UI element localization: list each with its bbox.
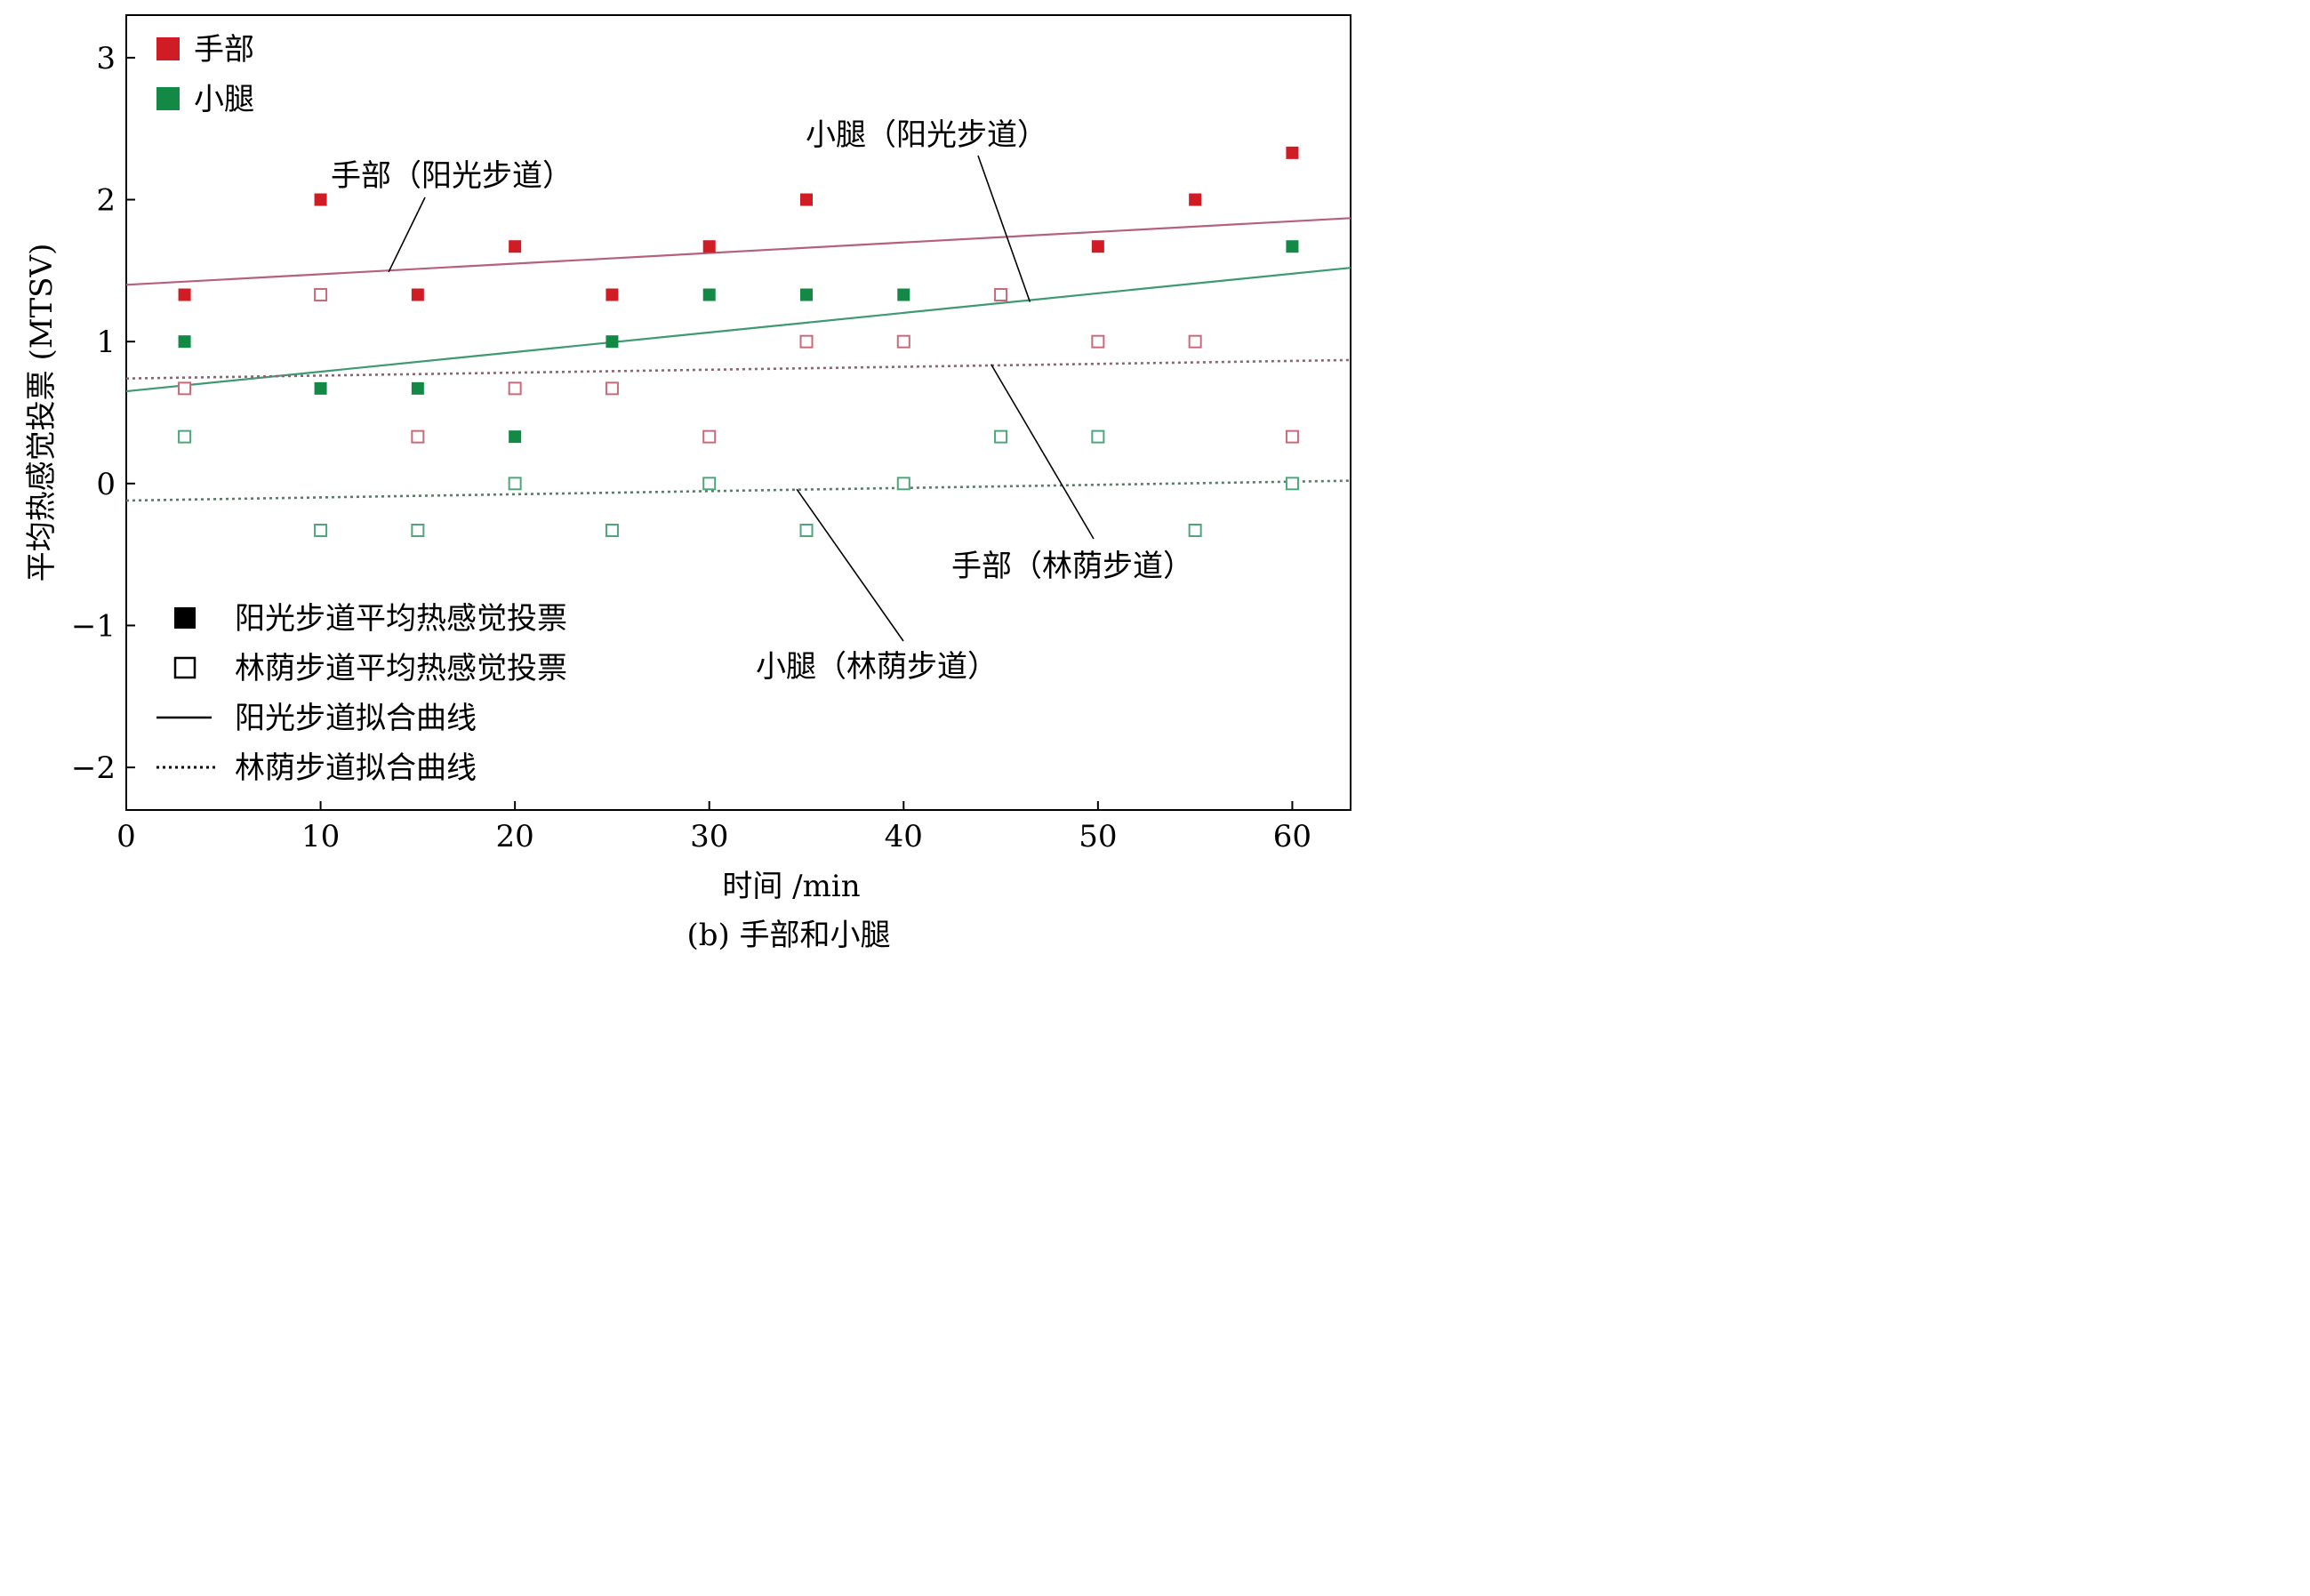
x-tick-label: 20	[496, 819, 534, 854]
calf-sun-point	[702, 288, 716, 301]
calf-sun-point	[314, 381, 327, 395]
legend-style-label: 林荫步道拟合曲线	[235, 750, 477, 786]
hand-shade-fit-line	[125, 358, 1352, 380]
hand-shade-point	[178, 381, 192, 396]
hand-shade-point	[702, 429, 717, 444]
y-tick-label: −1	[71, 608, 116, 644]
legend-style-label: 阳光步道拟合曲线	[235, 701, 477, 736]
hand-shade-point	[799, 334, 814, 349]
calf-sun-point	[897, 288, 910, 301]
calf-shade-point	[1285, 477, 1299, 491]
hand-shade-point	[896, 334, 910, 349]
hand-sun-point	[178, 288, 191, 301]
annotation-label: 小腿（林荫步道）	[756, 649, 998, 685]
hand-sun-point	[314, 193, 327, 206]
y-axis-title: 平均热感觉投票 (MTSV)	[24, 244, 60, 582]
hand-sun-point	[606, 288, 619, 301]
calf-shade-point	[994, 429, 1008, 444]
hand-shade-point	[314, 287, 328, 301]
calf-shade-point	[508, 477, 522, 491]
hand-sun-point	[800, 193, 813, 206]
annotation-leader-line	[388, 196, 426, 273]
chart-caption: (b) 手部和小腿	[686, 918, 890, 953]
x-tick-label: 0	[116, 819, 136, 854]
calf-sun-point	[606, 335, 619, 349]
hand-sun-point	[1091, 240, 1104, 253]
annotation-leader-line	[796, 488, 904, 642]
x-tick-label: 30	[690, 819, 728, 854]
x-axis-title: 时间 /min	[722, 869, 860, 904]
hand-sun-point	[1189, 193, 1202, 206]
calf-sun-point	[509, 430, 522, 444]
annotation-leader-line	[977, 155, 1031, 302]
hand-shade-point	[994, 287, 1008, 301]
annotation-label: 手部（阳光步道）	[331, 158, 573, 194]
calf-sun-point	[1286, 240, 1299, 253]
hand-sun-point	[1286, 146, 1299, 159]
hand-shade-point	[605, 381, 619, 396]
legend-color-label: 手部	[194, 32, 254, 68]
hand-shade-point	[1091, 334, 1105, 349]
calf-sun-point	[800, 288, 813, 301]
calf-shade-point	[896, 477, 910, 491]
calf-shade-fit-line	[125, 479, 1352, 502]
hand-shade-point	[1285, 429, 1299, 444]
hand-shade-point	[411, 429, 425, 444]
hand-sun-point	[702, 240, 716, 253]
x-tick-label: 50	[1079, 819, 1117, 854]
calf-shade-point	[605, 524, 619, 538]
legend-color-label: 小腿	[194, 82, 254, 117]
y-tick-label: 1	[96, 325, 116, 360]
hand-sun-fit-line	[125, 217, 1352, 286]
x-tick-label: 60	[1273, 819, 1311, 854]
legend-color-swatch	[156, 37, 180, 60]
hand-shade-point	[508, 381, 522, 396]
hand-sun-point	[509, 240, 522, 253]
calf-shade-point	[1091, 429, 1105, 444]
plot-frame	[125, 14, 1352, 811]
x-tick-label: 40	[885, 819, 923, 854]
annotation-leader-line	[990, 364, 1095, 540]
data-points	[178, 146, 1299, 538]
calf-sun-point	[411, 381, 424, 395]
calf-sun-fit-line	[125, 267, 1352, 393]
calf-shade-point	[702, 477, 717, 491]
annotations: 手部（阳光步道） 小腿（阳光步道） 手部（林荫步道） 小腿（林荫步道）	[331, 117, 1193, 685]
x-tick-label: 10	[301, 819, 340, 854]
legend-filled-square	[174, 607, 196, 629]
y-tick-label: 2	[96, 183, 116, 219]
y-tick-label: −2	[71, 750, 116, 786]
calf-shade-point	[411, 524, 425, 538]
legends: 手部小腿阳光步道平均热感觉投票林荫步道平均热感觉投票阳光步道拟合曲线林荫步道拟合…	[156, 32, 567, 786]
hand-shade-point	[1188, 334, 1202, 349]
legend-hollow-square	[173, 656, 197, 679]
legend-style-label: 林荫步道平均热感觉投票	[235, 651, 567, 686]
y-tick-label: 0	[96, 467, 116, 502]
calf-shade-point	[178, 429, 192, 444]
legend-color-swatch	[156, 87, 180, 110]
calf-sun-point	[178, 335, 191, 349]
legend-style-label: 阳光步道平均热感觉投票	[235, 601, 567, 637]
calf-shade-point	[1188, 524, 1202, 538]
hand-sun-point	[411, 288, 424, 301]
fit-lines	[125, 217, 1352, 502]
calf-shade-point	[314, 524, 328, 538]
annotation-label: 小腿（阳光步道）	[806, 117, 1047, 153]
calf-shade-point	[799, 524, 814, 538]
y-tick-label: 3	[96, 41, 116, 76]
annotation-label: 手部（林荫步道）	[951, 549, 1193, 584]
